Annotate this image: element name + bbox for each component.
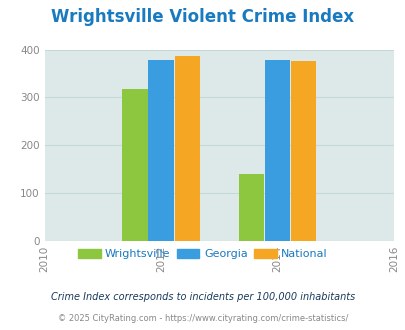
- Bar: [238, 174, 263, 241]
- Bar: [174, 56, 199, 241]
- Legend: Wrightsville, Georgia, National: Wrightsville, Georgia, National: [74, 244, 331, 263]
- Bar: [148, 60, 173, 241]
- Bar: [264, 59, 290, 241]
- Text: © 2025 CityRating.com - https://www.cityrating.com/crime-statistics/: © 2025 CityRating.com - https://www.city…: [58, 314, 347, 323]
- Bar: [122, 89, 147, 241]
- Text: Crime Index corresponds to incidents per 100,000 inhabitants: Crime Index corresponds to incidents per…: [51, 292, 354, 302]
- Bar: [290, 61, 315, 241]
- Text: Wrightsville Violent Crime Index: Wrightsville Violent Crime Index: [51, 8, 354, 26]
